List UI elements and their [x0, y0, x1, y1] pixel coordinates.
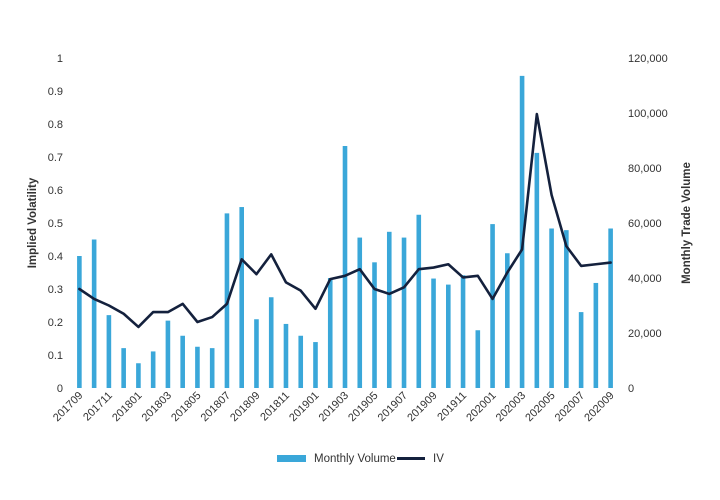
volume-bar — [342, 146, 348, 388]
x-tick-label: 201905 — [346, 390, 380, 424]
x-tick-label: 201903 — [317, 390, 351, 424]
x-tick-label: 201909 — [405, 390, 439, 424]
legend-iv-label: IV — [433, 453, 444, 465]
volume-bar — [608, 228, 613, 388]
right-tick-label: 100,000 — [628, 108, 668, 120]
volume-bar — [372, 262, 377, 388]
volume-bar — [180, 335, 185, 388]
x-tick-label: 201803 — [140, 390, 174, 424]
right-tick-label: 40,000 — [628, 273, 662, 285]
x-tick-label: 201807 — [199, 390, 233, 424]
right-tick-label: 20,000 — [628, 328, 662, 340]
volume-bar — [121, 348, 126, 389]
legend-monthly-volume-label: Monthly Volume — [314, 453, 396, 465]
x-tick-label: 202005 — [523, 390, 557, 424]
x-tick-label: 202009 — [582, 390, 616, 424]
right-tick-label: 60,000 — [628, 218, 662, 230]
legend: Monthly Volume IV — [277, 453, 444, 465]
left-tick-label: 0.9 — [48, 86, 63, 98]
volume-bar — [254, 319, 259, 388]
x-tick-label: 202003 — [494, 390, 528, 424]
volume-bar — [268, 297, 274, 388]
right-tick-label: 120,000 — [628, 53, 668, 65]
volume-bar — [91, 239, 97, 388]
x-tick-label: 201801 — [110, 390, 144, 424]
x-tick-label: 201805 — [169, 390, 203, 424]
volume-bar — [564, 230, 569, 388]
legend-monthly-volume-swatch — [277, 455, 306, 462]
left-tick-label: 1 — [57, 53, 63, 65]
volume-bar — [150, 351, 156, 388]
volume-bar — [298, 335, 304, 388]
volume-bar — [136, 363, 141, 388]
left-tick-label: 0.3 — [48, 284, 63, 296]
x-tick-label: 201911 — [435, 390, 469, 424]
volume-bar — [519, 75, 525, 389]
volume-bar — [578, 312, 584, 388]
left-tick-label: 0.1 — [48, 350, 63, 362]
left-tick-label: 0 — [57, 383, 63, 395]
volume-bar — [534, 152, 540, 389]
left-tick-label: 0.6 — [48, 185, 63, 197]
volume-bar — [549, 228, 554, 388]
volume-bar — [357, 237, 363, 388]
volume-bar — [505, 253, 510, 388]
x-tick-label: 201809 — [228, 390, 262, 424]
volume-bar — [77, 256, 82, 388]
x-tick-label: 201907 — [376, 390, 410, 424]
volume-bar — [165, 320, 171, 389]
left-tick-label: 0.4 — [48, 251, 63, 263]
volume-bar — [386, 231, 392, 388]
right-axis-title: Monthly Trade Volume — [681, 162, 693, 284]
volume-bar — [401, 237, 407, 388]
x-tick-label: 201811 — [258, 390, 292, 424]
volume-bar — [431, 278, 436, 388]
volume-bar — [313, 342, 318, 388]
left-tick-label: 0.2 — [48, 317, 63, 329]
volume-bar — [475, 330, 481, 388]
volume-bar — [416, 214, 422, 388]
x-axis-ticks: 2017092017112018012018032018052018072018… — [51, 390, 617, 424]
volume-bar — [195, 346, 200, 388]
x-tick-label: 202001 — [464, 390, 498, 424]
right-tick-label: 80,000 — [628, 163, 662, 175]
volume-bar — [460, 275, 466, 388]
volume-bar — [283, 323, 289, 388]
volume-bars — [77, 75, 613, 389]
x-tick-label: 202007 — [553, 390, 587, 424]
left-tick-label: 0.5 — [48, 218, 63, 230]
iv-line — [78, 112, 612, 329]
volume-bar — [239, 207, 244, 388]
right-axis-ticks: 0 20,000 40,000 60,000 80,000 100,000 120,000 — [628, 53, 668, 395]
left-axis-title: Implied Volatility — [27, 177, 39, 268]
left-tick-label: 0.8 — [48, 119, 63, 131]
right-tick-label: 0 — [628, 383, 634, 395]
volume-bar — [593, 282, 599, 388]
volume-bar — [446, 284, 451, 388]
volume-bar — [106, 315, 112, 389]
left-axis-ticks: 0 0.1 0.2 0.3 0.4 0.5 0.6 0.7 0.8 0.9 1 — [48, 53, 63, 395]
volume-bar — [209, 348, 215, 389]
left-tick-label: 0.7 — [48, 152, 63, 164]
x-tick-label: 201901 — [287, 390, 321, 424]
volume-bar — [490, 224, 495, 388]
volume-bar — [327, 278, 333, 388]
x-tick-label: 201711 — [81, 390, 115, 424]
iv-line-group — [78, 112, 612, 329]
